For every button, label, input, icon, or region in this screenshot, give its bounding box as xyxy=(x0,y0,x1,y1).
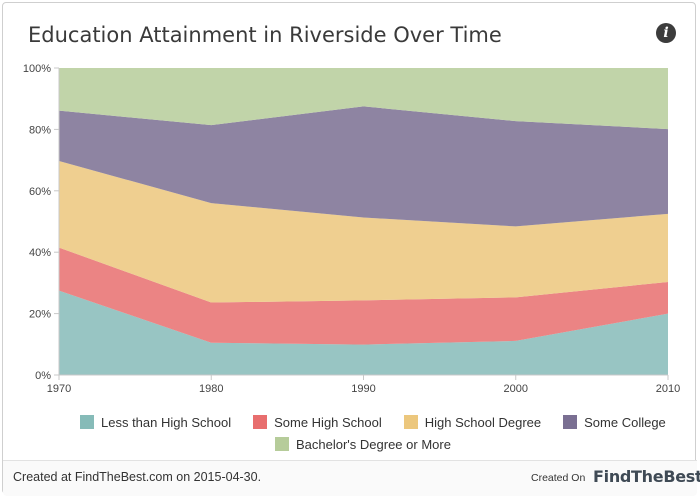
legend-item[interactable]: Some College xyxy=(563,413,666,431)
info-icon[interactable]: i xyxy=(656,23,676,43)
y-tick-label: 20% xyxy=(29,309,51,321)
x-tick-label: 1980 xyxy=(199,383,223,395)
x-tick-label: 1990 xyxy=(351,383,375,395)
area-chart: 0% 20% 40% 60% 80% 100% 1970 1980 1990 2000 2010 xyxy=(23,63,680,395)
legend-label: Bachelor's Degree or More xyxy=(296,436,451,452)
y-tick-label: 80% xyxy=(29,124,51,136)
y-tick-label: 40% xyxy=(29,247,51,259)
x-tick-label: 2000 xyxy=(504,383,528,395)
legend-label: Less than High School xyxy=(101,414,232,430)
legend-item[interactable]: Less than High School xyxy=(80,413,231,431)
area-series-bachelor-s-degree-or-more xyxy=(59,68,668,130)
area-series-high-school-degree xyxy=(59,161,668,303)
legend-swatch xyxy=(80,415,94,429)
x-tick-label: 1970 xyxy=(47,383,71,395)
y-tick-label: 0% xyxy=(35,370,51,382)
legend-label: High School Degree xyxy=(424,414,542,430)
legend-item[interactable]: Some High School xyxy=(253,413,382,431)
legend-label: Some College xyxy=(584,414,666,430)
created-on-label: Created On xyxy=(531,472,586,484)
legend-swatch xyxy=(253,415,268,429)
y-tick-label: 100% xyxy=(23,63,51,75)
area-series-some-high-school xyxy=(59,247,668,345)
legend-swatch xyxy=(275,437,289,451)
legend-item[interactable]: Bachelor's Degree or More xyxy=(275,435,451,453)
legend-item[interactable]: High School Degree xyxy=(403,413,542,431)
area-series-less-than-high-school xyxy=(59,290,668,375)
x-tick-label: 2010 xyxy=(656,383,680,395)
footer-created-text: Created at FindTheBest.com on 2015-04-30… xyxy=(13,470,262,484)
y-tick-label: 60% xyxy=(29,186,51,198)
chart-title: Education Attainment in Riverside Over T… xyxy=(28,23,502,47)
legend-swatch xyxy=(563,415,578,429)
legend-swatch xyxy=(403,415,418,429)
footer: Created at FindTheBest.com on 2015-04-30… xyxy=(3,460,700,496)
legend-label: Some High School xyxy=(274,414,382,430)
area-series-some-college xyxy=(59,106,668,227)
brand-logo[interactable]: FindTheBest xyxy=(593,467,700,486)
